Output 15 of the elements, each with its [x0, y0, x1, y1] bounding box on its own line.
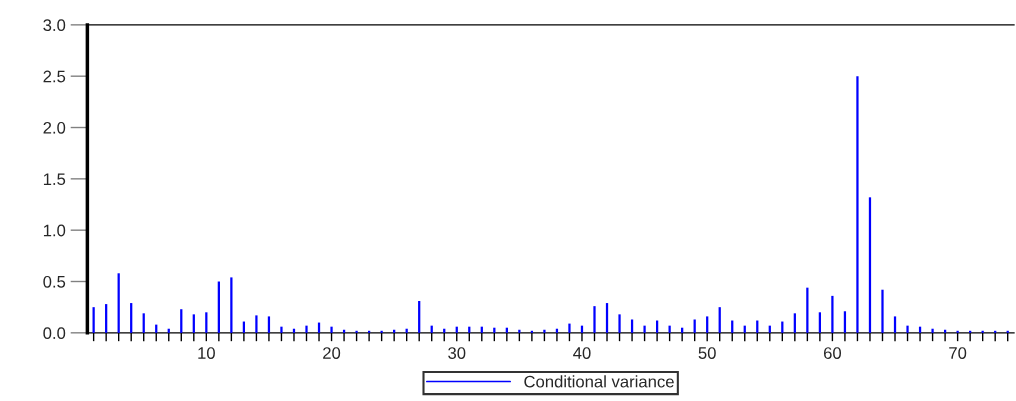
x-tick-label: 30: [448, 347, 466, 359]
y-tick-label: 0.0: [43, 327, 66, 340]
y-tick-label: 2.5: [43, 70, 66, 83]
y-tick-label: 0.5: [43, 275, 66, 288]
x-tick-label: 60: [823, 347, 842, 359]
y-tick-label: 1.5: [43, 173, 66, 186]
x-tick-label: 40: [573, 347, 591, 359]
y-tick-label: 1.0: [43, 224, 66, 237]
x-tick-label: 70: [949, 347, 967, 359]
y-tick-label: 2.0: [43, 121, 66, 134]
x-tick-label: 50: [698, 347, 716, 359]
x-tick-label: 20: [323, 347, 341, 359]
x-tick-label: 10: [198, 347, 215, 359]
legend-label: Conditional variance: [524, 375, 674, 388]
y-tick-label: 3.0: [43, 19, 66, 32]
